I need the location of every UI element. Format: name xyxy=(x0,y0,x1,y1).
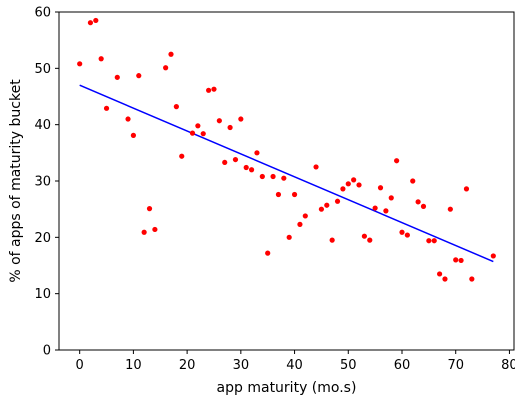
data-point xyxy=(372,205,378,211)
x-tick-label: 50 xyxy=(340,358,357,373)
data-point xyxy=(351,177,357,183)
data-point xyxy=(297,221,303,227)
data-point xyxy=(98,56,104,62)
x-tick-label: 10 xyxy=(125,358,142,373)
data-point xyxy=(93,17,99,24)
data-point xyxy=(163,65,169,71)
data-point xyxy=(367,237,373,243)
data-point xyxy=(146,206,153,212)
x-tick-label: 80 xyxy=(501,358,515,373)
data-point xyxy=(87,20,94,26)
data-point xyxy=(345,181,351,187)
data-point xyxy=(173,104,179,110)
data-point xyxy=(189,130,196,136)
data-point xyxy=(195,123,201,129)
data-point xyxy=(206,87,212,93)
data-point xyxy=(458,257,464,264)
data-point xyxy=(388,195,394,201)
data-point xyxy=(77,61,83,67)
data-point xyxy=(238,116,244,122)
data-point xyxy=(103,105,110,111)
data-point xyxy=(334,198,341,204)
data-point xyxy=(259,173,265,180)
data-point xyxy=(211,86,217,92)
data-point xyxy=(469,276,475,282)
y-tick-label: 20 xyxy=(34,231,51,246)
data-point xyxy=(291,191,298,198)
data-point xyxy=(243,164,249,171)
data-point xyxy=(447,206,453,212)
data-point xyxy=(281,175,287,181)
x-tick-label: 20 xyxy=(179,358,196,373)
data-point xyxy=(377,185,384,191)
data-point xyxy=(356,182,362,188)
y-tick-label: 30 xyxy=(34,175,51,190)
data-point xyxy=(361,233,367,239)
data-point xyxy=(490,253,496,259)
data-point xyxy=(136,73,142,79)
data-point xyxy=(313,164,319,170)
data-point xyxy=(114,74,120,80)
data-point xyxy=(410,178,416,184)
data-point xyxy=(286,234,292,240)
y-axis-label: % of apps of maturity bucket xyxy=(8,79,24,283)
data-point xyxy=(415,199,421,205)
data-point xyxy=(404,232,410,238)
data-point xyxy=(254,150,260,156)
data-point xyxy=(442,276,448,282)
x-tick-label: 30 xyxy=(233,358,250,373)
x-axis-ticks: 0 10 20 30 40 50 60 70 80 xyxy=(76,350,515,373)
y-tick-label: 60 xyxy=(34,6,51,21)
data-point xyxy=(420,203,427,209)
plot-marks xyxy=(77,17,496,282)
data-point xyxy=(453,257,459,263)
data-point xyxy=(248,167,255,173)
data-point xyxy=(431,238,437,244)
data-point xyxy=(179,153,185,159)
data-point xyxy=(394,158,400,164)
data-point xyxy=(265,250,271,256)
y-axis-ticks: 0 10 20 30 40 50 60 xyxy=(34,6,59,359)
data-point xyxy=(383,208,389,214)
data-point xyxy=(216,118,222,124)
data-point xyxy=(130,132,137,138)
x-tick-label: 0 xyxy=(76,358,84,373)
data-point xyxy=(463,186,470,192)
data-point xyxy=(436,271,443,277)
x-tick-label: 60 xyxy=(394,358,411,373)
trend-line xyxy=(79,84,494,263)
y-tick-label: 40 xyxy=(34,118,51,133)
data-point xyxy=(275,191,282,198)
data-point xyxy=(399,229,405,235)
data-point xyxy=(168,51,174,57)
data-point xyxy=(232,156,239,163)
data-point xyxy=(125,116,131,122)
data-point xyxy=(302,213,308,219)
data-point xyxy=(270,173,276,180)
y-tick-label: 50 xyxy=(34,62,51,77)
data-point xyxy=(227,124,233,131)
y-tick-label: 10 xyxy=(34,287,51,302)
x-tick-label: 40 xyxy=(286,358,303,373)
data-point xyxy=(324,202,330,208)
data-point xyxy=(426,238,432,244)
data-point xyxy=(340,186,346,192)
x-tick-label: 70 xyxy=(447,358,464,373)
data-point xyxy=(318,206,325,212)
data-point xyxy=(200,131,206,137)
x-axis-label: app maturity (mo.s) xyxy=(217,380,357,396)
data-point xyxy=(141,229,147,235)
data-point xyxy=(222,159,228,166)
data-point xyxy=(329,237,335,243)
data-point xyxy=(152,226,158,233)
y-tick-label: 0 xyxy=(43,344,51,359)
